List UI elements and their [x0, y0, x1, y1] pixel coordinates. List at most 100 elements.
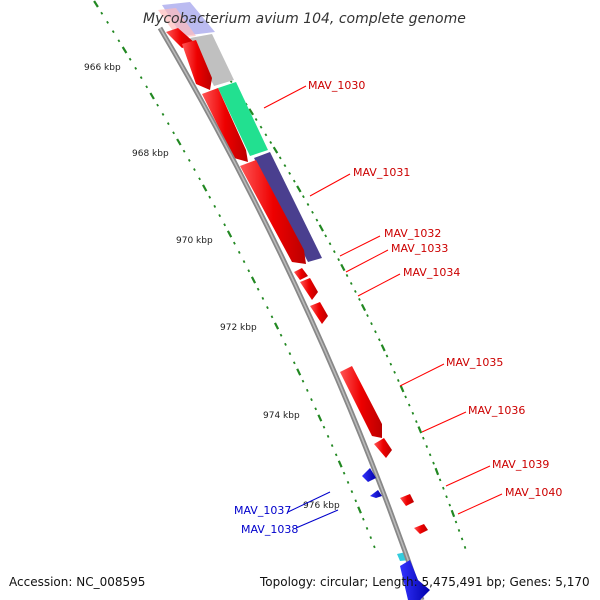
major-tick — [380, 344, 386, 352]
major-tick — [360, 303, 367, 312]
tick-label-968: 968 kbp — [132, 149, 169, 159]
minor-tick — [208, 195, 212, 199]
minor-tick — [269, 141, 273, 144]
minor-tick — [182, 149, 186, 153]
minor-tick — [305, 388, 309, 392]
minor-tick — [445, 495, 448, 499]
tick-label-976: 976 kbp — [303, 501, 340, 511]
major-tick — [176, 138, 182, 146]
gene-label-mav-1037: MAV_1037 — [234, 504, 291, 517]
tick-label-974: 974 kbp — [263, 411, 300, 421]
gene-arrow — [202, 88, 248, 162]
minor-tick — [139, 76, 143, 80]
minor-tick — [223, 223, 227, 227]
gene-arrow — [374, 438, 392, 458]
leader-line — [263, 85, 307, 109]
major-tick — [450, 509, 456, 518]
reverse-gene-arrows — [362, 468, 430, 600]
gene-label-mav-1034: MAV_1034 — [403, 266, 460, 279]
major-tick — [248, 108, 255, 116]
minor-tick — [442, 486, 445, 490]
gene-arrow — [294, 268, 308, 280]
feature-block-navy — [254, 152, 322, 262]
minor-tick — [288, 171, 292, 175]
minor-tick — [374, 330, 377, 334]
leader-line — [295, 509, 339, 529]
minor-tick — [415, 420, 418, 424]
minor-tick — [284, 342, 287, 346]
leader-line — [287, 491, 331, 513]
gene-arrow — [400, 560, 430, 600]
major-tick — [202, 184, 208, 192]
gene-label-mav-1033: MAV_1033 — [391, 242, 448, 255]
minor-tick — [266, 306, 269, 310]
minor-tick — [247, 269, 251, 273]
minor-tick — [134, 66, 138, 70]
minor-tick — [261, 296, 265, 300]
minor-tick — [345, 273, 349, 278]
minor-tick — [370, 322, 373, 326]
minor-tick — [407, 403, 411, 407]
minor-tick — [310, 398, 313, 402]
minor-tick — [393, 370, 396, 374]
minor-tick — [166, 122, 170, 126]
gene-arrow — [182, 40, 212, 90]
inner-tick-ring — [93, 0, 376, 549]
major-tick — [149, 92, 155, 100]
major-tick — [272, 146, 279, 154]
minor-tick — [270, 315, 274, 319]
minor-tick — [354, 499, 358, 503]
minor-tick — [301, 379, 305, 383]
gene-label-mav-1030: MAV_1030 — [308, 79, 365, 92]
leader-lines — [263, 85, 503, 529]
minor-tick — [428, 453, 432, 457]
gene-arrow — [400, 494, 414, 506]
gene-label-mav-1035: MAV_1035 — [446, 356, 503, 369]
major-tick — [274, 322, 280, 330]
minor-tick — [358, 297, 361, 301]
genome-backbone-highlight — [159, 27, 423, 600]
minor-tick — [404, 395, 407, 399]
minor-tick — [314, 407, 318, 411]
leader-line — [445, 465, 491, 487]
feature-block-green — [218, 82, 268, 156]
gene-arrow — [414, 524, 428, 534]
gene-arrow — [340, 366, 382, 438]
minor-tick — [256, 287, 260, 291]
minor-tick — [145, 85, 149, 89]
major-tick — [434, 467, 440, 476]
minor-tick — [283, 164, 287, 168]
major-tick — [337, 460, 343, 468]
gene-label-mav-1039: MAV_1039 — [492, 458, 549, 471]
feature-block-pink — [158, 8, 196, 38]
minor-tick — [100, 11, 104, 15]
major-tick — [250, 276, 257, 284]
gene-label-mav-1036: MAV_1036 — [468, 404, 525, 417]
minor-tick — [448, 503, 452, 507]
minor-tick — [342, 471, 346, 475]
major-tick — [93, 0, 99, 8]
major-tick — [296, 185, 302, 193]
minor-tick — [279, 333, 283, 337]
feature-block-grey — [190, 34, 234, 86]
genome-summary-text: Topology: circular; Length: 5,475,491 bp… — [259, 575, 590, 589]
minor-tick — [213, 204, 217, 208]
minor-tick — [233, 241, 236, 245]
leader-line — [457, 493, 503, 515]
leader-line — [421, 411, 467, 433]
minor-tick — [460, 537, 464, 541]
minor-tick — [306, 202, 310, 206]
major-tick — [318, 224, 324, 232]
minor-tick — [365, 526, 369, 530]
minor-tick — [337, 258, 341, 262]
tick-label-970: 970 kbp — [176, 236, 213, 246]
minor-tick — [333, 250, 336, 254]
minor-tick — [193, 168, 196, 172]
minor-tick — [373, 545, 376, 549]
major-tick — [417, 426, 423, 434]
leader-line — [399, 363, 445, 387]
minor-tick — [334, 453, 338, 457]
minor-tick — [366, 314, 369, 317]
minor-tick — [254, 118, 258, 121]
